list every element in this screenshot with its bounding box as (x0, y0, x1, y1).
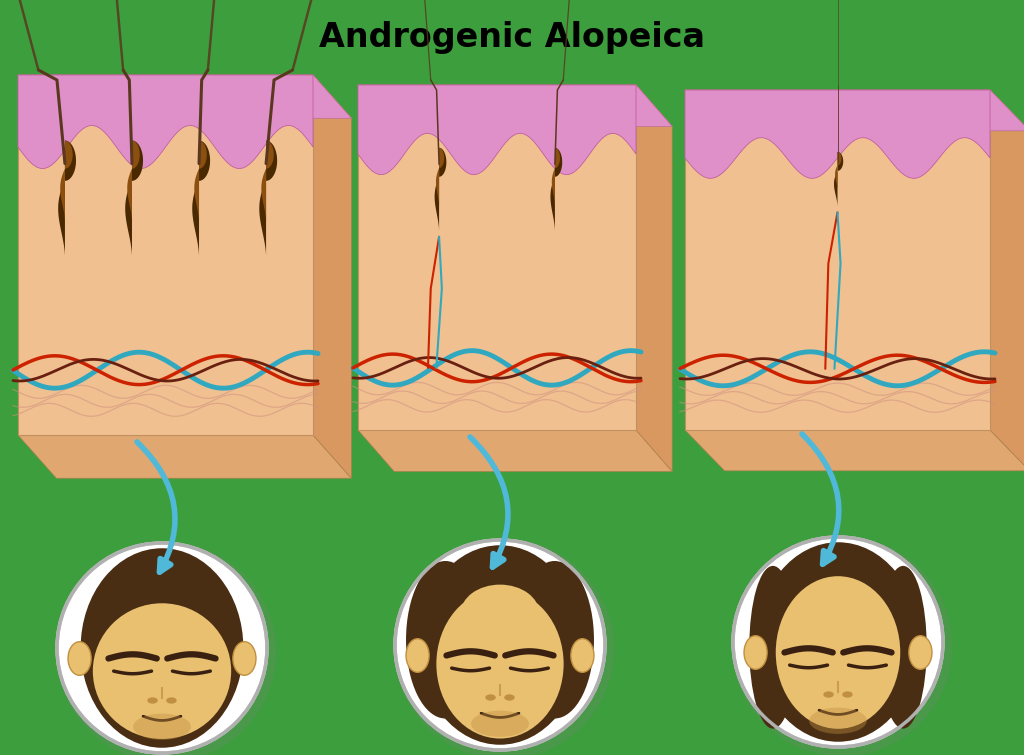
Ellipse shape (880, 566, 927, 729)
Ellipse shape (485, 695, 496, 701)
Ellipse shape (781, 585, 895, 724)
Ellipse shape (55, 542, 276, 755)
Ellipse shape (232, 642, 256, 675)
Ellipse shape (823, 692, 834, 698)
Ellipse shape (419, 545, 582, 744)
Polygon shape (434, 148, 446, 230)
Ellipse shape (842, 692, 853, 698)
Ellipse shape (394, 539, 614, 755)
Ellipse shape (757, 542, 920, 741)
Polygon shape (834, 152, 843, 206)
Polygon shape (636, 85, 672, 471)
Ellipse shape (733, 537, 943, 747)
Polygon shape (685, 90, 1024, 131)
Polygon shape (436, 148, 444, 206)
Ellipse shape (515, 561, 594, 719)
Polygon shape (60, 140, 73, 221)
Bar (18, 75, 313, 435)
Polygon shape (125, 140, 143, 256)
Ellipse shape (770, 602, 906, 650)
Polygon shape (58, 140, 76, 256)
Ellipse shape (471, 710, 528, 737)
Polygon shape (127, 140, 139, 221)
Polygon shape (18, 435, 351, 478)
Polygon shape (261, 140, 273, 221)
Ellipse shape (407, 639, 429, 672)
Polygon shape (18, 75, 351, 119)
Polygon shape (990, 90, 1024, 471)
Polygon shape (193, 140, 210, 256)
Polygon shape (551, 148, 562, 230)
Polygon shape (358, 430, 672, 471)
Polygon shape (685, 430, 1024, 471)
Polygon shape (358, 85, 672, 126)
Ellipse shape (776, 576, 900, 729)
Polygon shape (195, 140, 207, 221)
Ellipse shape (133, 713, 190, 740)
Ellipse shape (750, 566, 797, 729)
Polygon shape (552, 148, 560, 206)
Ellipse shape (443, 631, 557, 732)
Bar (358, 85, 636, 430)
Ellipse shape (744, 636, 767, 669)
Ellipse shape (732, 536, 952, 755)
Ellipse shape (504, 695, 515, 701)
Ellipse shape (809, 707, 867, 734)
Polygon shape (259, 140, 278, 256)
Polygon shape (685, 90, 990, 178)
Polygon shape (358, 85, 636, 174)
Bar (685, 90, 990, 430)
Polygon shape (313, 75, 351, 478)
Polygon shape (685, 90, 1024, 131)
Ellipse shape (166, 698, 177, 704)
Polygon shape (18, 75, 351, 119)
Text: Androgenic Alopeica: Androgenic Alopeica (319, 21, 705, 54)
Polygon shape (358, 85, 672, 126)
Ellipse shape (469, 582, 531, 687)
Ellipse shape (147, 698, 158, 704)
Ellipse shape (407, 561, 484, 719)
Ellipse shape (395, 540, 605, 750)
Ellipse shape (68, 642, 91, 675)
Polygon shape (18, 75, 313, 168)
Ellipse shape (909, 636, 932, 669)
Ellipse shape (461, 584, 540, 643)
Ellipse shape (57, 543, 267, 753)
Ellipse shape (81, 548, 244, 747)
Ellipse shape (570, 639, 594, 672)
Ellipse shape (436, 590, 563, 738)
Polygon shape (835, 152, 842, 190)
Ellipse shape (93, 603, 231, 739)
